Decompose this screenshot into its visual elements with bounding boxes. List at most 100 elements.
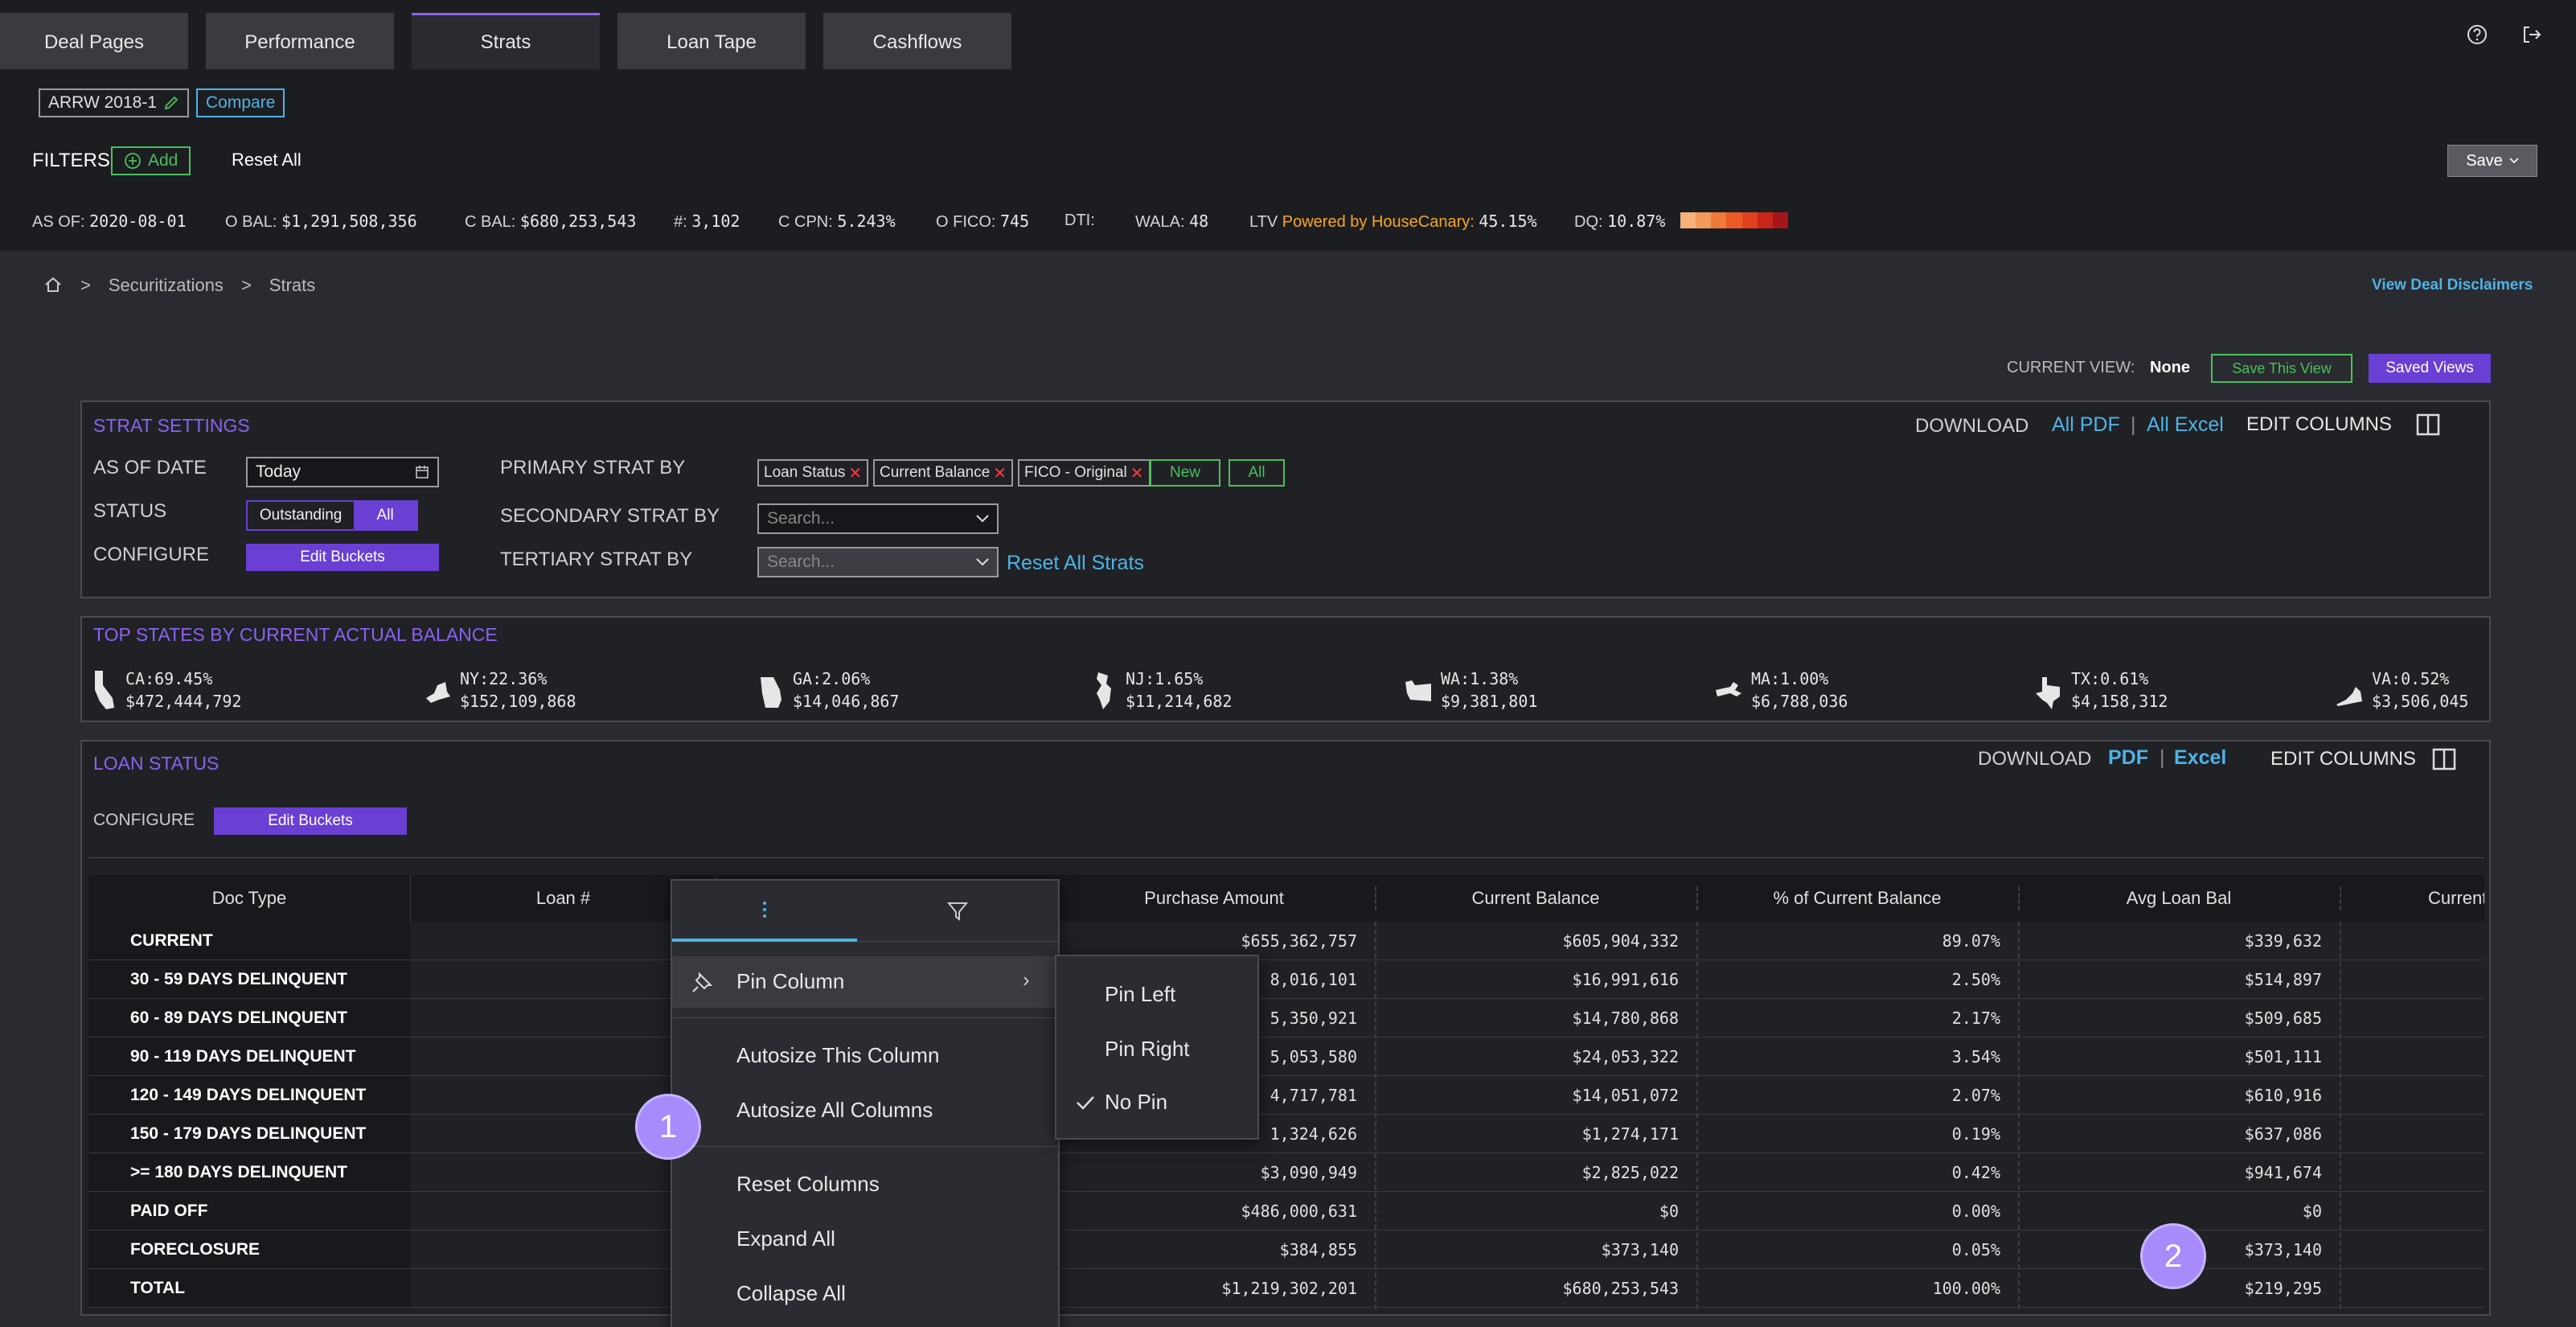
reset-all-filters-button[interactable]: Reset All xyxy=(232,150,301,170)
table-cell-purchase-amount: 8,016,101 xyxy=(1270,970,1357,989)
column-header-avg-loan-bal[interactable]: Avg Loan Bal xyxy=(2018,875,2340,922)
home-icon[interactable] xyxy=(43,275,63,294)
primary-new-button[interactable]: New xyxy=(1150,459,1220,487)
tab-cashflows[interactable]: Cashflows xyxy=(823,13,1011,69)
tertiary-strat-select[interactable]: Search... xyxy=(757,547,999,577)
all-pdf-link[interactable]: All PDF xyxy=(2052,413,2120,436)
divider xyxy=(88,857,2484,858)
compare-button[interactable]: Compare xyxy=(196,88,285,117)
texas-map-icon xyxy=(2036,677,2060,709)
saved-views-button[interactable]: Saved Views xyxy=(2369,354,2491,383)
primary-tag-loan-status[interactable]: Loan Status ✕ xyxy=(757,459,869,487)
table-cell-avg-loan-bal: $219,295 xyxy=(2244,1279,2322,1298)
as-of-date-label: AS OF DATE xyxy=(93,457,207,479)
secondary-placeholder: Search... xyxy=(767,509,835,528)
table-cell-purchase-amount: $655,362,757 xyxy=(1241,931,1358,951)
menu-item-pin-column[interactable]: Pin Column › xyxy=(672,956,1058,1008)
view-deal-disclaimers-link[interactable]: View Deal Disclaimers xyxy=(2372,277,2533,294)
column-menu-tab-general[interactable] xyxy=(672,881,857,942)
pencil-icon[interactable] xyxy=(163,95,179,111)
menu-item-pin-left[interactable]: Pin Left xyxy=(1105,982,1176,1006)
menu-item-autosize-this-column[interactable]: Autosize This Column xyxy=(736,1043,940,1067)
table-row-doc-type: 60 - 89 DAYS DELINQUENT xyxy=(88,999,410,1037)
stat-dq: DQ: 10.87% xyxy=(1574,212,1666,231)
state-va: VA:0.52% $3,506,045 xyxy=(2336,668,2468,713)
save-button[interactable]: Save xyxy=(2447,145,2537,177)
table-cell-current-balance: $1,274,171 xyxy=(1581,1124,1679,1144)
menu-item-collapse-all[interactable]: Collapse All xyxy=(736,1281,846,1305)
edit-columns-button[interactable]: EDIT COLUMNS xyxy=(2246,413,2392,435)
remove-icon[interactable]: ✕ xyxy=(1130,464,1144,483)
menu-item-autosize-all-columns[interactable]: Autosize All Columns xyxy=(736,1098,933,1122)
column-divider xyxy=(2340,922,2341,1309)
table-cell-loan-count: 3 xyxy=(410,1269,716,1308)
filters-label: FILTERS xyxy=(32,150,110,171)
tab-performance[interactable]: Performance xyxy=(206,13,394,69)
primary-all-button[interactable]: All xyxy=(1229,459,1285,487)
column-menu-tab-filter[interactable] xyxy=(857,881,1058,942)
remove-icon[interactable]: ✕ xyxy=(993,464,1007,483)
top-states-panel xyxy=(80,616,2491,722)
breadcrumb-securitizations[interactable]: Securitizations xyxy=(108,275,224,295)
menu-item-no-pin[interactable]: No Pin xyxy=(1105,1090,1168,1114)
table-row-divider xyxy=(88,959,2484,960)
stat-o-fico: O FICO: 745 xyxy=(936,212,1030,231)
primary-tag-fico-original[interactable]: FICO - Original ✕ xyxy=(1018,459,1151,487)
tab-strats[interactable]: Strats xyxy=(412,13,600,69)
table-cell-purchase-amount: $486,000,631 xyxy=(1241,1202,1358,1221)
table-row-divider xyxy=(88,1191,2484,1192)
table-cell-avg-loan-bal: $339,632 xyxy=(2244,931,2322,951)
save-this-view-button[interactable]: Save This View xyxy=(2211,354,2352,383)
deal-name: ARRW 2018-1 xyxy=(48,93,158,112)
status-all[interactable]: All xyxy=(354,502,416,529)
primary-tag-current-balance[interactable]: Current Balance ✕ xyxy=(873,459,1014,487)
column-header-current-balance[interactable]: Current Balance xyxy=(1375,875,1696,922)
excel-link[interactable]: Excel xyxy=(2174,746,2227,769)
status-outstanding[interactable]: Outstanding xyxy=(259,507,343,524)
all-excel-link[interactable]: All Excel xyxy=(2147,413,2224,436)
add-filter-button[interactable]: Add xyxy=(111,146,191,175)
breadcrumb-strats[interactable]: Strats xyxy=(269,275,316,295)
tab-deal-pages[interactable]: Deal Pages xyxy=(0,13,188,69)
menu-item-expand-all[interactable]: Expand All xyxy=(736,1226,835,1251)
columns-layout-icon[interactable] xyxy=(2431,746,2457,772)
column-header-purchase-amount[interactable]: Purchase Amount xyxy=(1144,888,1284,908)
menu-item-pin-right[interactable]: Pin Right xyxy=(1105,1037,1190,1061)
table-cell-purchase-amount: $3,090,949 xyxy=(1260,1163,1357,1182)
menu-item-reset-columns[interactable]: Reset Columns xyxy=(736,1172,880,1196)
header-separator xyxy=(1375,886,1376,910)
stat-ltv: LTV Powered by HouseCanary: 45.15% xyxy=(1249,212,1537,231)
chevron-right-icon: › xyxy=(1023,968,1030,992)
table-cell-purchase-amount: $1,219,302,201 xyxy=(1221,1279,1357,1298)
dq-heat-bar xyxy=(1680,212,1788,228)
edit-buckets-button[interactable]: Edit Buckets xyxy=(214,807,407,835)
column-header-doc-type[interactable]: Doc Type xyxy=(88,875,410,922)
status-label: STATUS xyxy=(93,500,167,522)
columns-layout-icon[interactable] xyxy=(2415,412,2441,438)
pdf-link[interactable]: PDF xyxy=(2108,746,2148,769)
table-cell-loan-count: 1 xyxy=(410,922,716,960)
remove-icon[interactable]: ✕ xyxy=(848,464,863,483)
table-row-doc-type: CURRENT xyxy=(88,922,410,960)
question-circle-icon[interactable] xyxy=(2465,23,2489,47)
edit-buckets-button[interactable]: Edit Buckets xyxy=(246,544,439,571)
new-york-map-icon xyxy=(426,682,450,703)
deal-name-chip[interactable]: ARRW 2018-1 xyxy=(39,88,190,117)
column-header-loan-count[interactable]: Loan # xyxy=(410,875,716,922)
reset-all-strats-link[interactable]: Reset All Strats xyxy=(1007,552,1144,574)
column-header-pct-current-balance[interactable]: % of Current Balance xyxy=(1696,875,2018,922)
status-toggle: Outstanding All xyxy=(246,500,418,531)
step-marker-2: 2 xyxy=(2140,1223,2206,1289)
edit-columns-button[interactable]: EDIT COLUMNS xyxy=(2270,748,2416,770)
table-cell-avg-loan-bal: $637,086 xyxy=(2244,1124,2322,1144)
table-cell-avg-loan-bal: $0 xyxy=(2302,1202,2322,1221)
column-header-current[interactable]: Current xyxy=(2340,875,2484,922)
tab-loan-tape[interactable]: Loan Tape xyxy=(617,13,806,69)
as-of-date-input[interactable]: Today xyxy=(246,457,439,487)
table-row-doc-type: TOTAL xyxy=(88,1269,410,1308)
header-separator xyxy=(2018,886,2020,910)
chevron-down-icon xyxy=(976,558,989,566)
current-view-label: CURRENT VIEW: xyxy=(2007,359,2135,376)
logout-icon[interactable] xyxy=(2520,23,2544,47)
secondary-strat-select[interactable]: Search... xyxy=(757,503,999,534)
